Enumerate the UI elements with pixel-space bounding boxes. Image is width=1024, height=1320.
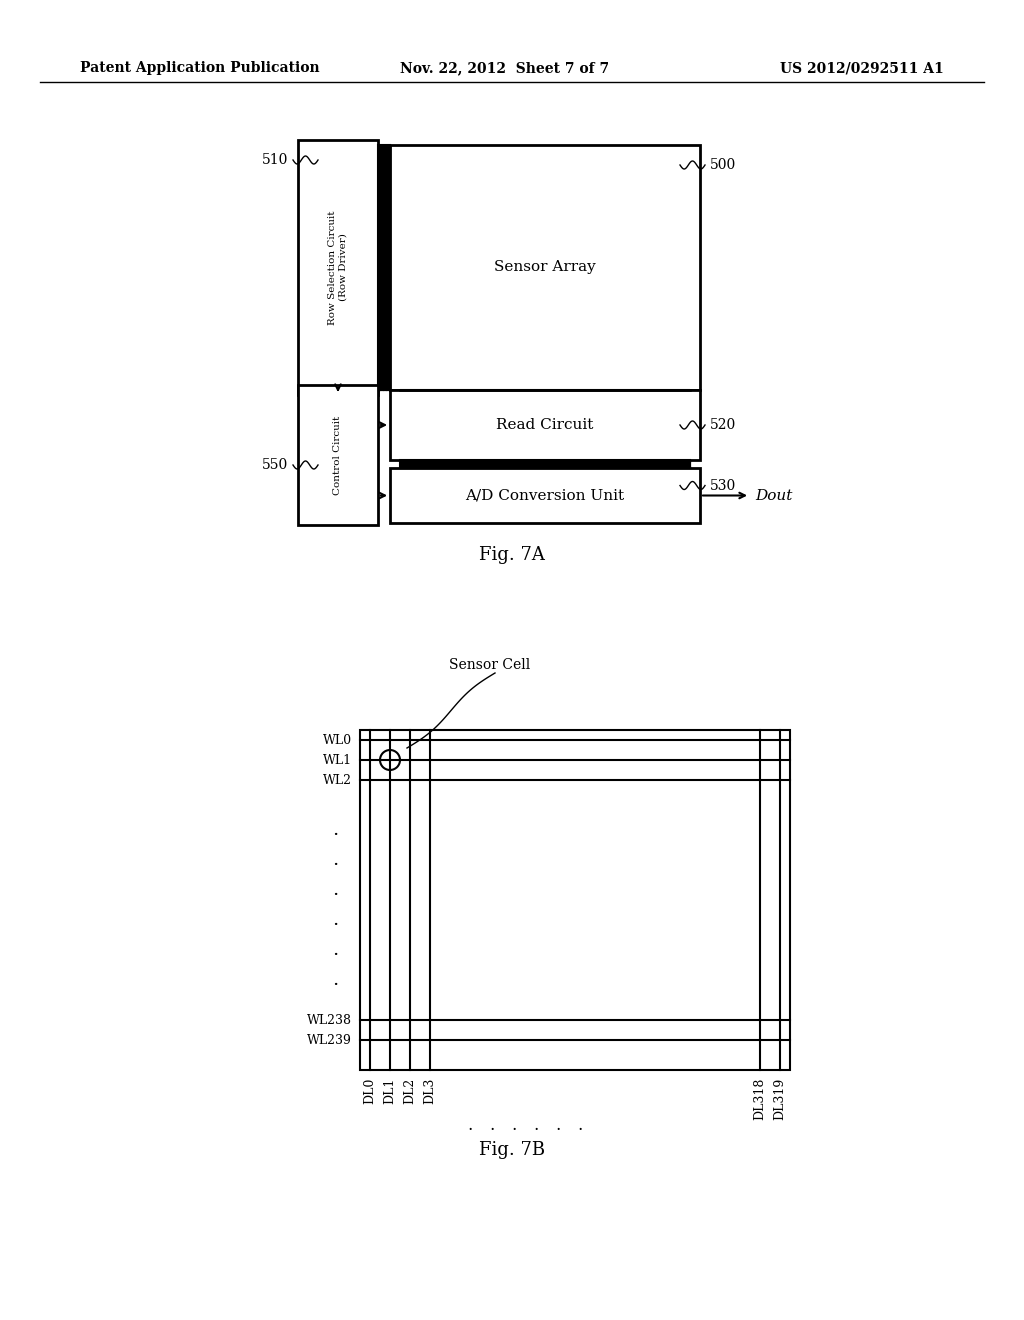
Text: .: . [511,1117,517,1134]
Text: Read Circuit: Read Circuit [497,418,594,432]
Text: WL239: WL239 [307,1034,352,1047]
Text: .: . [555,1117,560,1134]
Text: 510: 510 [261,153,288,168]
Text: WL0: WL0 [323,734,352,747]
Text: Nov. 22, 2012  Sheet 7 of 7: Nov. 22, 2012 Sheet 7 of 7 [400,61,609,75]
Text: WL2: WL2 [323,774,352,787]
Text: .: . [534,1117,539,1134]
Text: Fig. 7B: Fig. 7B [479,1140,545,1159]
Text: .: . [489,1117,495,1134]
Bar [378,145,390,389]
Bar [298,140,378,395]
Bar [390,145,700,389]
Text: .: . [332,880,338,899]
Bar [400,459,690,469]
Text: Patent Application Publication: Patent Application Publication [80,61,319,75]
Text: DL1: DL1 [384,1078,396,1105]
Bar [400,459,690,469]
Text: 550: 550 [262,458,288,473]
Text: .: . [332,851,338,869]
Text: WL238: WL238 [307,1014,352,1027]
Text: Dout: Dout [755,488,793,503]
Text: .: . [332,821,338,840]
Text: .: . [332,941,338,960]
Text: 500: 500 [710,158,736,172]
Text: Fig. 7A: Fig. 7A [479,546,545,564]
Text: .: . [332,911,338,929]
Bar [378,145,390,389]
Text: .: . [578,1117,583,1134]
Text: DL319: DL319 [773,1078,786,1121]
Text: Control Circuit: Control Circuit [334,416,342,495]
Text: 520: 520 [710,418,736,432]
Text: A/D Conversion Unit: A/D Conversion Unit [466,488,625,503]
Bar [298,385,378,525]
Text: DL0: DL0 [364,1078,377,1105]
Text: WL1: WL1 [323,754,352,767]
Text: DL3: DL3 [424,1078,436,1105]
Text: .: . [332,972,338,989]
Text: DL318: DL318 [754,1078,767,1121]
Text: US 2012/0292511 A1: US 2012/0292511 A1 [780,61,944,75]
Text: .: . [467,1117,473,1134]
Text: Row Selection Circuit
(Row Driver): Row Selection Circuit (Row Driver) [329,210,348,325]
Text: Sensor Cell: Sensor Cell [450,657,530,672]
Bar [390,389,700,459]
Text: DL2: DL2 [403,1078,417,1105]
Bar [390,469,700,523]
Bar [360,730,790,1071]
Text: Sensor Array: Sensor Array [495,260,596,275]
Text: 530: 530 [710,479,736,492]
